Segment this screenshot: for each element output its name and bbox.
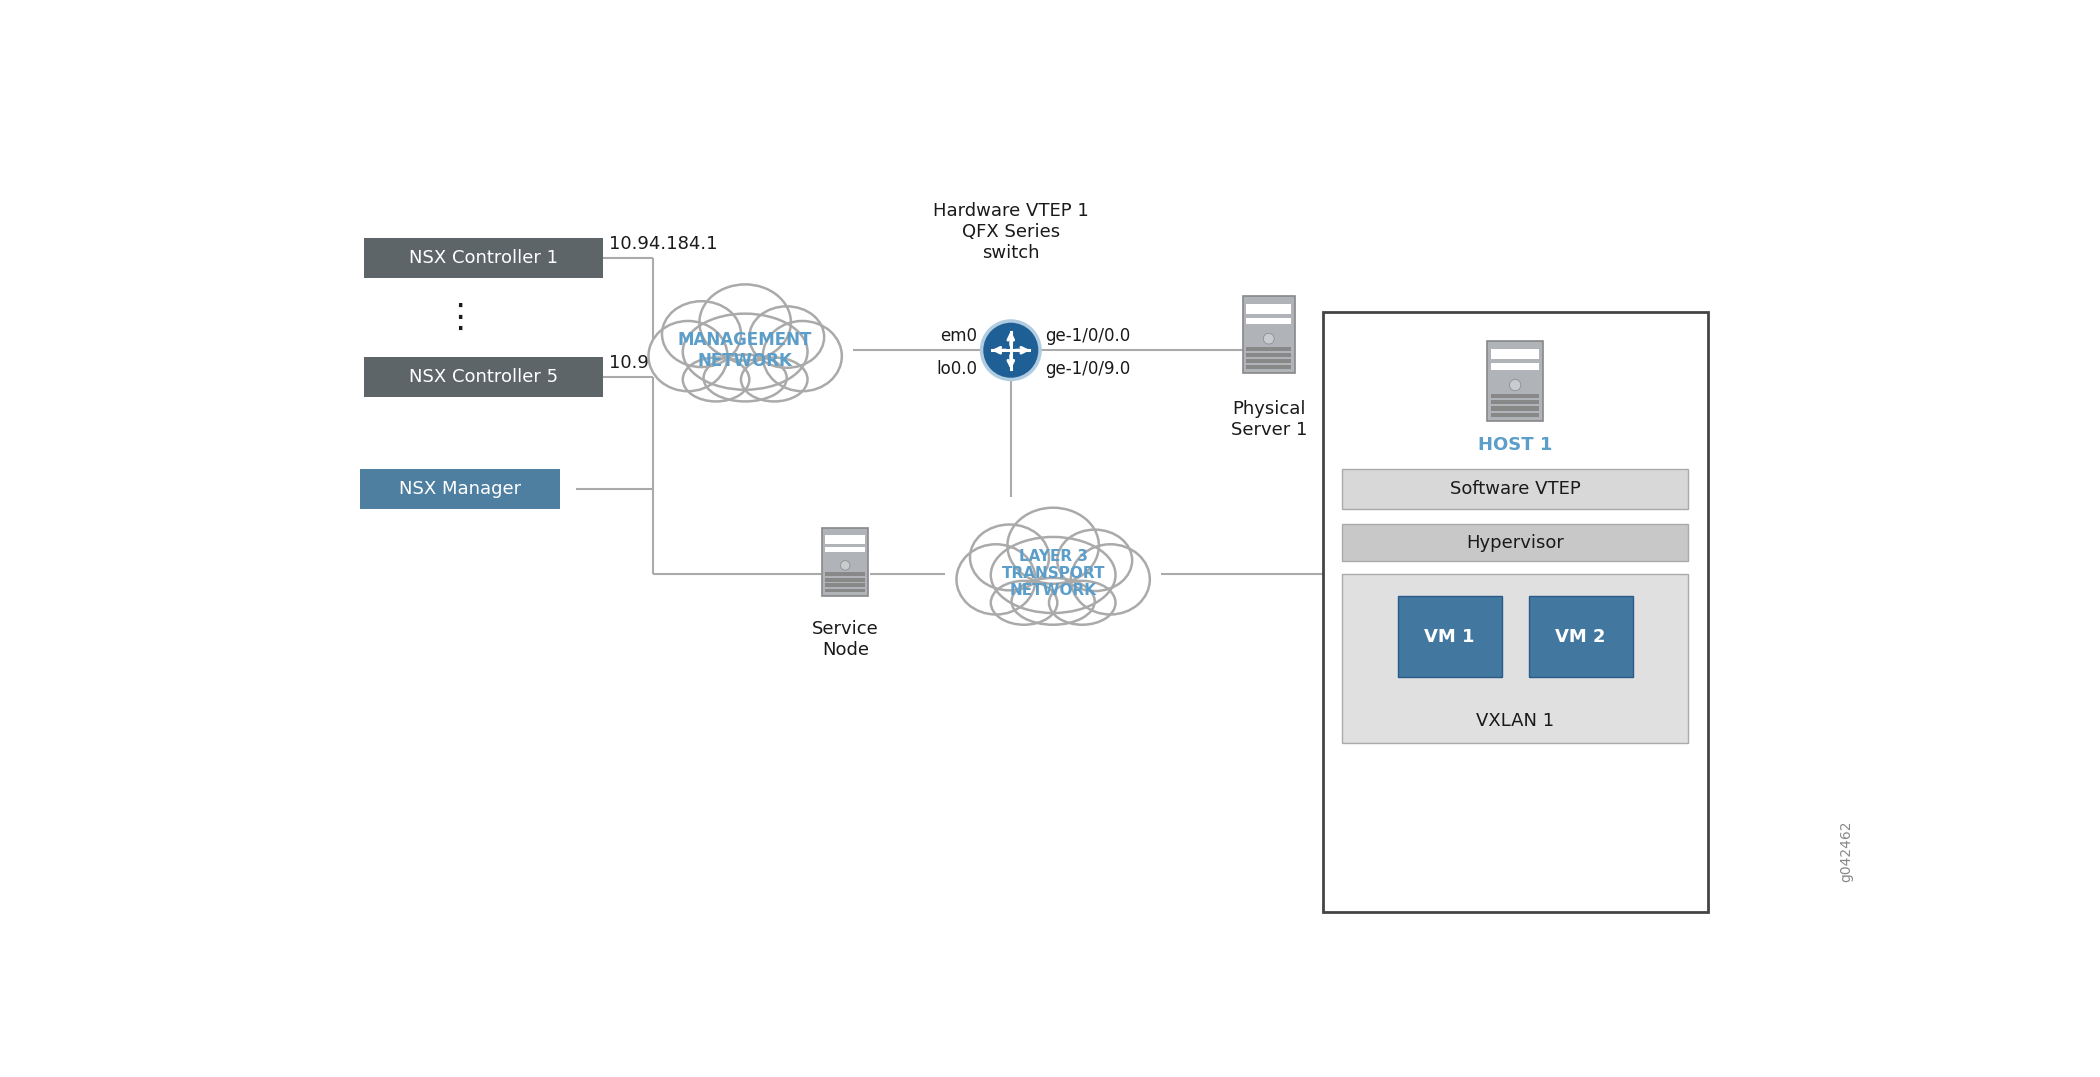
Ellipse shape [682, 358, 750, 402]
FancyBboxPatch shape [1487, 340, 1544, 421]
FancyBboxPatch shape [1491, 406, 1539, 411]
Ellipse shape [682, 313, 808, 390]
Text: lo0.0: lo0.0 [937, 361, 976, 378]
Text: Physical
Server 1: Physical Server 1 [1231, 401, 1306, 439]
Text: HOST 1: HOST 1 [1478, 436, 1552, 454]
Text: ge-1/0/0.0: ge-1/0/0.0 [1044, 327, 1130, 346]
FancyBboxPatch shape [1245, 304, 1292, 314]
FancyBboxPatch shape [823, 528, 869, 596]
FancyBboxPatch shape [1245, 318, 1292, 324]
Ellipse shape [1071, 544, 1151, 615]
Text: ge-1/0/9.0: ge-1/0/9.0 [1044, 361, 1130, 378]
Ellipse shape [970, 524, 1050, 590]
FancyBboxPatch shape [1491, 400, 1539, 405]
Text: 10.94.184.1: 10.94.184.1 [609, 235, 718, 253]
FancyBboxPatch shape [1399, 597, 1502, 677]
Text: g042462: g042462 [1840, 820, 1852, 882]
FancyBboxPatch shape [825, 584, 865, 587]
FancyBboxPatch shape [1245, 347, 1292, 351]
Ellipse shape [1008, 507, 1098, 584]
Ellipse shape [741, 358, 808, 402]
FancyBboxPatch shape [1245, 359, 1292, 363]
FancyBboxPatch shape [825, 547, 865, 553]
Text: Hypervisor: Hypervisor [1466, 534, 1564, 551]
FancyBboxPatch shape [1529, 597, 1632, 677]
FancyBboxPatch shape [1342, 468, 1688, 508]
Text: VM 2: VM 2 [1556, 628, 1606, 646]
FancyBboxPatch shape [825, 578, 865, 582]
FancyBboxPatch shape [825, 589, 865, 592]
Text: VXLAN 1: VXLAN 1 [1476, 712, 1554, 730]
FancyBboxPatch shape [1342, 524, 1688, 561]
Text: em0: em0 [941, 327, 977, 346]
FancyBboxPatch shape [825, 573, 865, 576]
FancyBboxPatch shape [1491, 393, 1539, 398]
Text: NSX Controller 5: NSX Controller 5 [410, 368, 559, 387]
Ellipse shape [762, 321, 842, 391]
Ellipse shape [1012, 578, 1094, 625]
Text: NSX Manager: NSX Manager [399, 480, 521, 498]
Circle shape [1510, 379, 1520, 391]
Text: Service
Node: Service Node [813, 619, 878, 658]
Ellipse shape [991, 581, 1056, 625]
FancyBboxPatch shape [1245, 353, 1292, 358]
FancyBboxPatch shape [1245, 365, 1292, 369]
Text: Software VTEP: Software VTEP [1449, 480, 1581, 498]
Circle shape [1264, 333, 1275, 344]
FancyBboxPatch shape [363, 358, 603, 397]
Ellipse shape [699, 284, 792, 361]
FancyBboxPatch shape [1323, 311, 1707, 912]
Ellipse shape [662, 302, 741, 367]
FancyBboxPatch shape [363, 238, 603, 278]
FancyBboxPatch shape [359, 468, 561, 508]
Ellipse shape [1050, 581, 1115, 625]
FancyBboxPatch shape [1491, 412, 1539, 418]
Ellipse shape [991, 537, 1115, 613]
Ellipse shape [649, 321, 727, 391]
Ellipse shape [956, 544, 1035, 615]
Circle shape [840, 561, 850, 570]
Text: LAYER 3
TRANSPORT
NETWORK: LAYER 3 TRANSPORT NETWORK [1002, 548, 1105, 599]
Ellipse shape [704, 354, 788, 402]
Text: VM 1: VM 1 [1424, 628, 1474, 646]
FancyBboxPatch shape [825, 535, 865, 544]
Text: Hardware VTEP 1
QFX Series
switch: Hardware VTEP 1 QFX Series switch [932, 202, 1088, 262]
FancyBboxPatch shape [1342, 574, 1688, 743]
FancyBboxPatch shape [1491, 349, 1539, 360]
Text: ⋮: ⋮ [443, 300, 477, 334]
Text: MANAGEMENT
NETWORK: MANAGEMENT NETWORK [678, 331, 813, 369]
Ellipse shape [1056, 530, 1132, 591]
Text: 10.94.184.5: 10.94.184.5 [609, 354, 718, 373]
Circle shape [981, 321, 1040, 379]
FancyBboxPatch shape [1243, 296, 1296, 374]
Text: NSX Controller 1: NSX Controller 1 [410, 249, 559, 267]
Ellipse shape [750, 306, 823, 367]
FancyBboxPatch shape [1491, 363, 1539, 369]
